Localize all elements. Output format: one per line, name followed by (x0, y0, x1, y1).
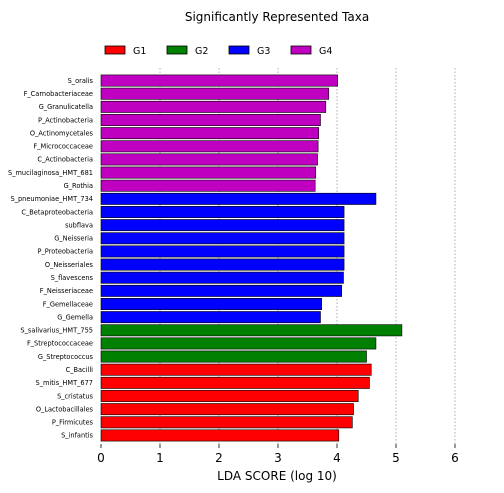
bar-subflava (100, 219, 345, 232)
x-tick-label: 5 (392, 451, 400, 465)
category-label: S_infantis (61, 432, 93, 440)
bar-f-carnobacteriaceae (100, 87, 330, 100)
category-label: O_Lactobacillales (36, 405, 94, 413)
bar-s-infantis (100, 429, 340, 442)
bar-g-gemella (100, 311, 321, 324)
category-label: P_Firmicutes (52, 419, 94, 427)
bars (100, 74, 403, 442)
bar-p-proteobacteria (100, 245, 345, 258)
bar-f-micrococcaceae (100, 140, 319, 153)
legend-label-g4: G4 (319, 46, 332, 57)
bar-o-lactobacillales (100, 403, 354, 416)
bar-s-mitis-hmt-677 (100, 376, 370, 389)
bar-c-bacilli (100, 363, 372, 376)
legend-swatch-g1 (104, 45, 126, 55)
category-label: subflava (65, 221, 93, 229)
bar-g-granulicatella (100, 100, 327, 113)
bar-p-actinobacteria (100, 114, 321, 126)
category-label: S_mucilaginosa_HMT_681 (8, 169, 93, 177)
legend-label-g1: G1 (133, 46, 146, 57)
category-label: F_Gemellaceae (43, 300, 93, 308)
category-label: S_mitis_HMT_677 (36, 379, 93, 387)
bar-f-streptococcaceae (100, 337, 377, 350)
bar-o-actinomycetales (100, 127, 320, 140)
bar-f-neisseriaceae (100, 284, 343, 297)
legend: G1 G2 G3 G4 (104, 45, 332, 57)
x-axis-ticks: 0 1 2 3 4 5 6 (97, 444, 459, 465)
bar-s-flavescens (100, 271, 344, 284)
legend-label-g2: G2 (195, 46, 208, 57)
legend-swatch-g2 (166, 45, 188, 55)
bar-s-salivarius-hmt-755 (100, 324, 403, 337)
bar-s-oralis (100, 74, 338, 87)
legend-swatch-g4 (290, 45, 312, 55)
category-label: G_Streptococcus (38, 353, 94, 361)
bar-g-streptococcus (100, 350, 367, 363)
category-label: O_Actinomycetales (30, 129, 94, 137)
category-label: F_Streptococcaceae (27, 340, 93, 348)
x-tick-label: 3 (274, 451, 282, 465)
bar-s-pneumoniae-hmt-734 (100, 192, 377, 205)
bar-c-actinobacteria (100, 153, 318, 166)
category-label: G_Gemella (57, 313, 93, 321)
category-labels: S_oralis F_Carnobacteriaceae G_Granulicate… (8, 77, 94, 440)
category-label: F_Neisseriaceae (40, 287, 93, 295)
category-label: O_Neisseriales (45, 261, 94, 269)
x-tick-label: 0 (97, 451, 105, 465)
category-label: S_cristatus (57, 392, 93, 400)
category-label: G_Granulicatella (39, 103, 93, 111)
category-label: S_oralis (68, 77, 94, 85)
bar-f-gemellaceae (100, 298, 322, 310)
category-label: C_Bacilli (66, 366, 94, 374)
x-tick-label: 1 (156, 451, 164, 465)
chart-title: Significantly Represented Taxa (185, 10, 369, 24)
x-tick-label: 6 (451, 451, 459, 465)
bar-g-neisseria (100, 232, 345, 245)
category-label: F_Carnobacteriaceae (24, 90, 93, 98)
category-label: P_Proteobacteria (38, 248, 94, 256)
bar-c-betaproteobacteria (100, 206, 345, 218)
bar-s-mucilaginosa-hmt-681 (100, 166, 317, 179)
legend-swatch-g3 (228, 45, 250, 55)
category-label: G_Neisseria (54, 235, 93, 243)
bar-o-neisseriales (100, 258, 345, 271)
x-axis-label: LDA SCORE (log 10) (217, 469, 337, 483)
category-label: P_Actinobacteria (38, 116, 93, 124)
category-label: S_pneumoniae_HMT_734 (10, 195, 93, 203)
legend-label-g3: G3 (257, 46, 270, 57)
x-tick-label: 2 (215, 451, 223, 465)
bar-g-rothia (100, 179, 316, 192)
category-label: C_Actinobacteria (37, 156, 93, 164)
bar-p-firmicutes (100, 416, 353, 429)
category-label: S_salivarius_HMT_755 (20, 327, 93, 335)
category-label: C_Betaproteobacteria (21, 208, 93, 216)
category-label: S_flavescens (51, 274, 94, 282)
bar-s-cristatus (100, 390, 359, 402)
category-label: G_Rothia (64, 182, 93, 190)
x-tick-label: 4 (333, 451, 341, 465)
category-label: F_Micrococcaceae (33, 143, 93, 151)
